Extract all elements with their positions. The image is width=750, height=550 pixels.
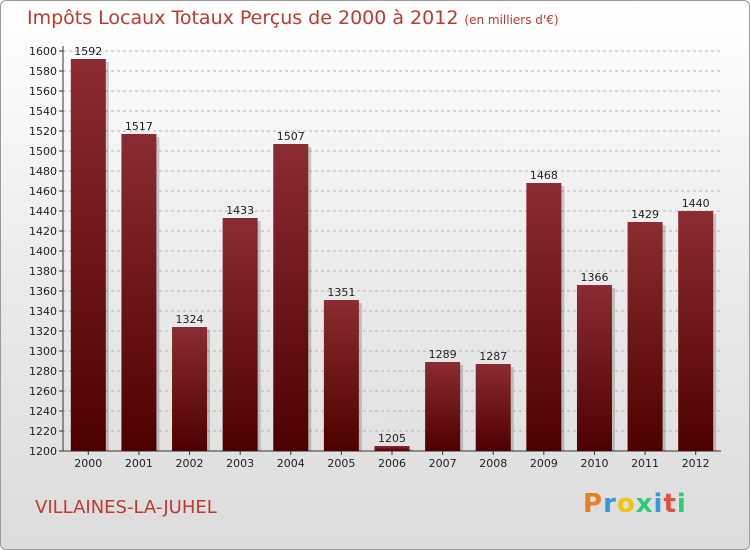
x-tick-label: 2010 [580, 457, 608, 470]
data-label: 1205 [378, 432, 406, 445]
bar [70, 59, 106, 451]
y-tick-label: 1460 [29, 185, 57, 198]
bar [425, 362, 461, 451]
bar [121, 134, 157, 451]
x-tick-label: 2004 [277, 457, 305, 470]
commune-name: VILLAINES-LA-JUHEL [35, 497, 217, 518]
data-label: 1433 [226, 204, 254, 217]
x-tick-label: 2001 [125, 457, 153, 470]
data-label: 1517 [125, 120, 153, 133]
y-tick-label: 1240 [29, 405, 57, 418]
x-tick-label: 2002 [176, 457, 204, 470]
x-tick-label: 2007 [429, 457, 457, 470]
y-tick-label: 1520 [29, 125, 57, 138]
bar [678, 211, 714, 451]
logo-letter: r [603, 489, 617, 519]
bar [222, 218, 258, 451]
y-tick-label: 1600 [29, 45, 57, 58]
y-tick-label: 1480 [29, 165, 57, 178]
y-tick-label: 1500 [29, 145, 57, 158]
data-label: 1468 [530, 169, 558, 182]
y-tick-label: 1320 [29, 325, 57, 338]
data-label: 1440 [682, 197, 710, 210]
x-tick-label: 2011 [631, 457, 659, 470]
x-tick-label: 2003 [226, 457, 254, 470]
x-tick-label: 2008 [479, 457, 507, 470]
bar [526, 183, 562, 451]
data-label: 1366 [580, 271, 608, 284]
bar [323, 300, 359, 451]
y-tick-label: 1540 [29, 105, 57, 118]
logo-letter: i [653, 489, 664, 519]
x-tick-label: 2006 [378, 457, 406, 470]
bar [273, 144, 309, 451]
data-label: 1592 [74, 45, 102, 58]
data-label: 1289 [429, 348, 457, 361]
chart-subtitle: (en milliers d'€) [464, 13, 559, 27]
y-tick-label: 1580 [29, 65, 57, 78]
y-tick-label: 1440 [29, 205, 57, 218]
data-label: 1429 [631, 208, 659, 221]
y-tick-label: 1340 [29, 305, 57, 318]
logo-letter: t [663, 489, 677, 519]
x-tick-label: 2012 [682, 457, 710, 470]
bar [172, 327, 208, 451]
x-tick-label: 2009 [530, 457, 558, 470]
data-label: 1507 [277, 130, 305, 143]
logo-letter: i [676, 489, 687, 519]
x-tick-label: 2005 [327, 457, 355, 470]
data-label: 1351 [327, 286, 355, 299]
y-tick-label: 1360 [29, 285, 57, 298]
y-tick-label: 1200 [29, 445, 57, 458]
logo-letter: x [635, 489, 654, 519]
bar [576, 285, 612, 451]
data-label: 1324 [176, 313, 204, 326]
bar [374, 446, 410, 451]
logo-letter: o [616, 489, 636, 519]
y-tick-label: 1380 [29, 265, 57, 278]
bar [475, 364, 511, 451]
y-tick-label: 1300 [29, 345, 57, 358]
logo-letter: P [583, 489, 604, 519]
y-tick-label: 1560 [29, 85, 57, 98]
proxiti-logo[interactable]: Proxiti [583, 489, 687, 519]
y-tick-label: 1280 [29, 365, 57, 378]
x-tick-label: 2000 [74, 457, 102, 470]
y-tick-label: 1260 [29, 385, 57, 398]
data-label: 1287 [479, 350, 507, 363]
chart-title: Impôts Locaux Totaux Perçus de 2000 à 20… [27, 7, 559, 29]
y-tick-label: 1420 [29, 225, 57, 238]
y-tick-label: 1220 [29, 425, 57, 438]
bar [627, 222, 663, 451]
y-tick-label: 1400 [29, 245, 57, 258]
